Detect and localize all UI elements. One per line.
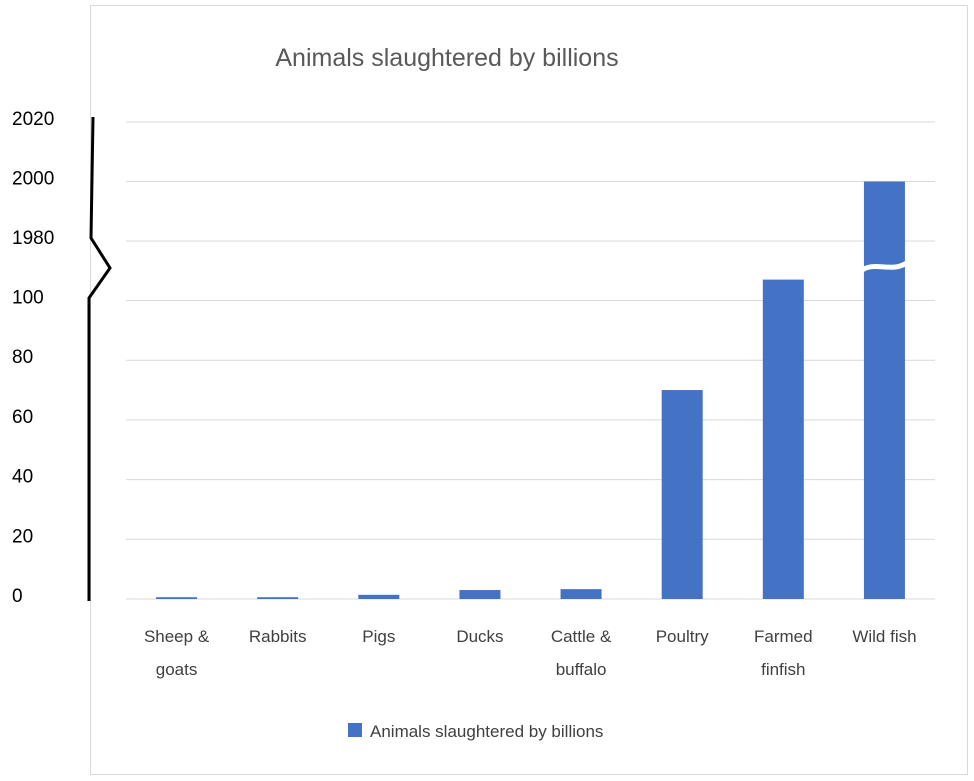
x-tick-label: Farmed finfish [754, 627, 813, 679]
bar [459, 590, 501, 599]
bar [762, 279, 804, 599]
y-tick-label: 60 [12, 407, 33, 428]
y-tick-label: 20 [12, 526, 33, 547]
y-tick-label: 40 [12, 467, 33, 488]
x-tick-label: Rabbits [249, 627, 307, 646]
x-tick-label: Cattle & buffalo [551, 627, 612, 679]
bar [560, 589, 602, 599]
x-tick-label: Poultry [656, 627, 709, 646]
gridlines [126, 121, 935, 600]
bar [863, 181, 905, 599]
x-tick-label: Sheep & goats [144, 627, 210, 679]
bar [156, 597, 198, 599]
legend-label: Animals slaughtered by billions [370, 722, 603, 741]
x-tick-label: Wild fish [852, 627, 916, 646]
y-axis-line [87, 116, 112, 601]
y-tick-label: 2000 [12, 169, 54, 190]
bars [156, 181, 910, 599]
chart-title: Animals slaughtered by billions [275, 44, 618, 72]
y-axis-tick-labels: 0 20 40 60 80 100 1980 2000 2020 [12, 109, 54, 607]
bar [661, 390, 703, 599]
y-axis-broken-line [87, 116, 112, 601]
x-tick-label: Pigs [362, 627, 395, 646]
bar [358, 594, 400, 599]
y-tick-label: 0 [12, 586, 23, 607]
y-tick-label: 80 [12, 347, 33, 368]
legend: Animals slaughtered by billions [348, 722, 603, 741]
x-axis-tick-labels: Sheep & goats Rabbits Pigs Ducks Cattle & buff… [144, 627, 917, 679]
x-tick-label: Ducks [456, 627, 503, 646]
y-tick-label: 2020 [12, 109, 54, 130]
y-tick-label: 100 [12, 288, 44, 309]
bar [257, 597, 299, 599]
bar-break-mark [859, 259, 910, 274]
legend-swatch [348, 723, 362, 737]
y-tick-label: 1980 [12, 228, 54, 249]
